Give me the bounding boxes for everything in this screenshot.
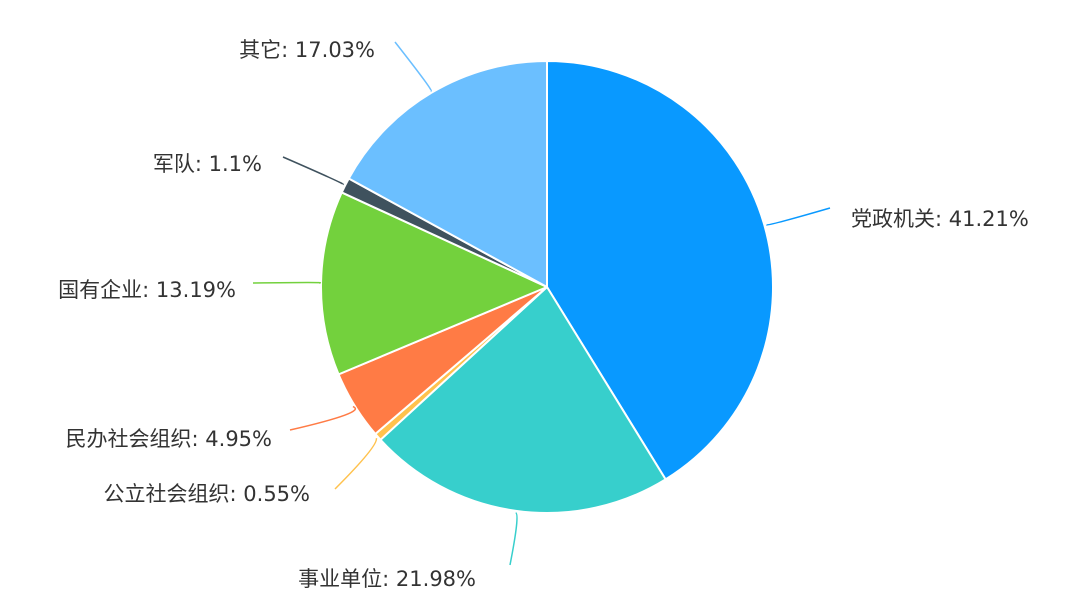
- pie-slice: [347, 60, 548, 288]
- slice-name: 公立社会组织: [104, 482, 230, 506]
- slice-label: 事业单位: 21.98%: [298, 567, 476, 591]
- slice-label: 公立社会组织: 0.55%: [104, 482, 310, 506]
- slice-label: 民办社会组织: 4.95%: [66, 427, 272, 451]
- slice-name: 其它: [239, 38, 281, 62]
- leader-line: [394, 41, 432, 92]
- slice-name: 党政机关: [851, 207, 935, 231]
- slice-percent: 21.98%: [396, 567, 476, 591]
- pie-slices: [320, 60, 774, 515]
- slice-percent: 0.55%: [243, 482, 310, 506]
- leader-line: [765, 207, 831, 226]
- slice-percent: 1.1%: [209, 152, 262, 176]
- leader-line: [282, 156, 345, 186]
- pie-slice: [320, 191, 548, 376]
- slice-label: 军队: 1.1%: [153, 152, 262, 176]
- slice-label: 党政机关: 41.21%: [851, 207, 1029, 231]
- slice-name: 事业单位: [298, 567, 382, 591]
- slice-percent: 17.03%: [295, 38, 375, 62]
- slice-label: 国有企业: 13.19%: [58, 278, 236, 302]
- slice-label: 其它: 17.03%: [239, 38, 375, 62]
- slice-percent: 41.21%: [949, 207, 1029, 231]
- slice-name: 民办社会组织: [66, 427, 192, 451]
- leader-line: [252, 281, 322, 284]
- leader-line: [334, 438, 378, 490]
- pie-slice: [379, 286, 667, 515]
- slice-labels: 党政机关: 41.21% 事业单位: 21.98% 公立社会组织: 0.55% 民办社…: [58, 38, 1029, 591]
- pie-slice: [546, 60, 774, 481]
- slice-percent: 4.95%: [205, 427, 272, 451]
- leader-line: [509, 512, 518, 566]
- leader-line: [289, 405, 356, 431]
- slice-percent: 13.19%: [156, 278, 236, 302]
- slice-name: 国有企业: [58, 278, 142, 302]
- slice-name: 军队: [153, 152, 195, 176]
